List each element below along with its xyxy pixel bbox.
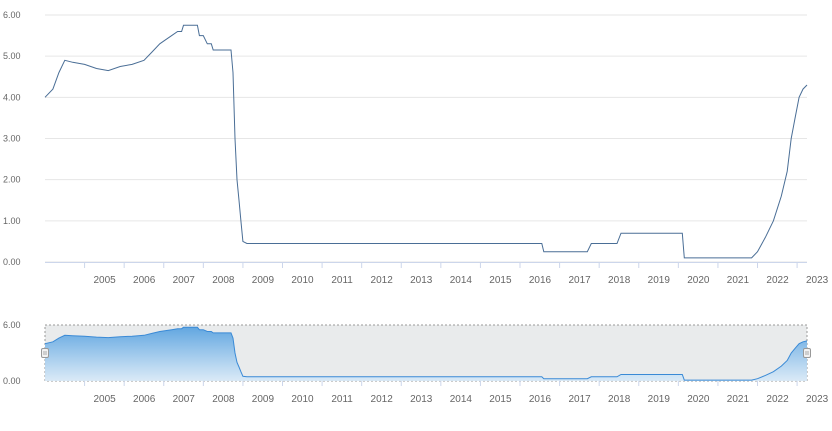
x-tick-label: 2011	[331, 275, 353, 286]
x-tick-label: 2012	[371, 275, 394, 286]
main-chart: 0.001.002.003.004.005.006.00 2005 2006 200…	[3, 10, 829, 286]
x-tick-label: 2010	[291, 275, 314, 286]
navigator-x-tick-label: 2011	[331, 394, 353, 405]
x-tick-label: 2016	[529, 275, 552, 286]
main-grid	[45, 14, 807, 263]
navigator-right-handle[interactable]	[803, 348, 811, 358]
x-tick-label: 2023	[806, 275, 829, 286]
navigator-series-line	[44, 326, 808, 381]
y-tick-label: 4.00	[3, 92, 21, 102]
navigator-series-area	[45, 327, 807, 381]
main-x-axis: 2005 2006 2007 2008 2009 2010 2011 2012 2013 2014…	[45, 262, 829, 286]
navigator-x-tick-label: 2008	[212, 394, 235, 405]
navigator-y-tick-label: 0.00	[3, 376, 21, 386]
x-tick-label: 2020	[687, 275, 710, 286]
navigator-x-tick-label: 2022	[766, 394, 789, 405]
navigator-x-tick-label: 2023	[806, 394, 829, 405]
x-tick-label: 2022	[766, 275, 789, 286]
navigator-x-tick-label: 2021	[727, 394, 750, 405]
navigator-x-tick-label: 2017	[568, 394, 591, 405]
navigator-x-tick-label: 2005	[93, 394, 116, 405]
navigator-x-tick-label: 2020	[687, 394, 710, 405]
y-tick-label: 5.00	[3, 51, 21, 61]
x-tick-label: 2019	[648, 275, 671, 286]
x-tick-label: 2013	[410, 275, 433, 286]
navigator-x-axis: 2005 2006 2007 2008 2009 2010 2011 2012 2013 2014…	[84, 381, 829, 405]
navigator-y-tick-label: 6.00	[3, 320, 21, 330]
navigator-x-tick-label: 2010	[291, 394, 314, 405]
navigator[interactable]: 0.00 6.00 2005 2006 2007 2008 2009 2010 2011 201…	[3, 320, 829, 405]
main-y-axis: 0.00 1.00 2.00 3.00 4.00 5.00 6.00	[3, 10, 21, 267]
navigator-x-tick-label: 2012	[371, 394, 394, 405]
y-tick-label: 6.00	[3, 10, 21, 20]
main-series-line	[44, 24, 808, 259]
navigator-x-tick-label: 2014	[450, 394, 473, 405]
x-tick-label: 2006	[133, 275, 156, 286]
x-tick-label: 2021	[727, 275, 750, 286]
x-tick-label: 2017	[568, 275, 591, 286]
navigator-x-tick-label: 2019	[648, 394, 671, 405]
navigator-x-tick-label: 2013	[410, 394, 433, 405]
navigator-y-axis: 0.00 6.00	[3, 320, 21, 386]
y-tick-label: 2.00	[3, 175, 21, 185]
navigator-handles[interactable]	[41, 348, 811, 358]
navigator-x-tick-label: 2006	[133, 394, 156, 405]
navigator-x-tick-label: 2007	[173, 394, 196, 405]
x-tick-label: 2018	[608, 275, 631, 286]
x-tick-label: 2005	[93, 275, 116, 286]
x-tick-label: 2008	[212, 275, 235, 286]
y-tick-label: 0.00	[3, 257, 21, 267]
x-tick-label: 2014	[450, 275, 473, 286]
navigator-x-tick-label: 2018	[608, 394, 631, 405]
navigator-left-handle[interactable]	[41, 348, 49, 358]
navigator-x-tick-label: 2009	[252, 394, 275, 405]
x-tick-label: 2015	[489, 275, 512, 286]
y-tick-label: 3.00	[3, 134, 21, 144]
navigator-x-tick-label: 2016	[529, 394, 552, 405]
x-tick-label: 2009	[252, 275, 275, 286]
navigator-x-tick-label: 2015	[489, 394, 512, 405]
x-tick-label: 2007	[173, 275, 196, 286]
y-tick-label: 1.00	[3, 216, 21, 226]
